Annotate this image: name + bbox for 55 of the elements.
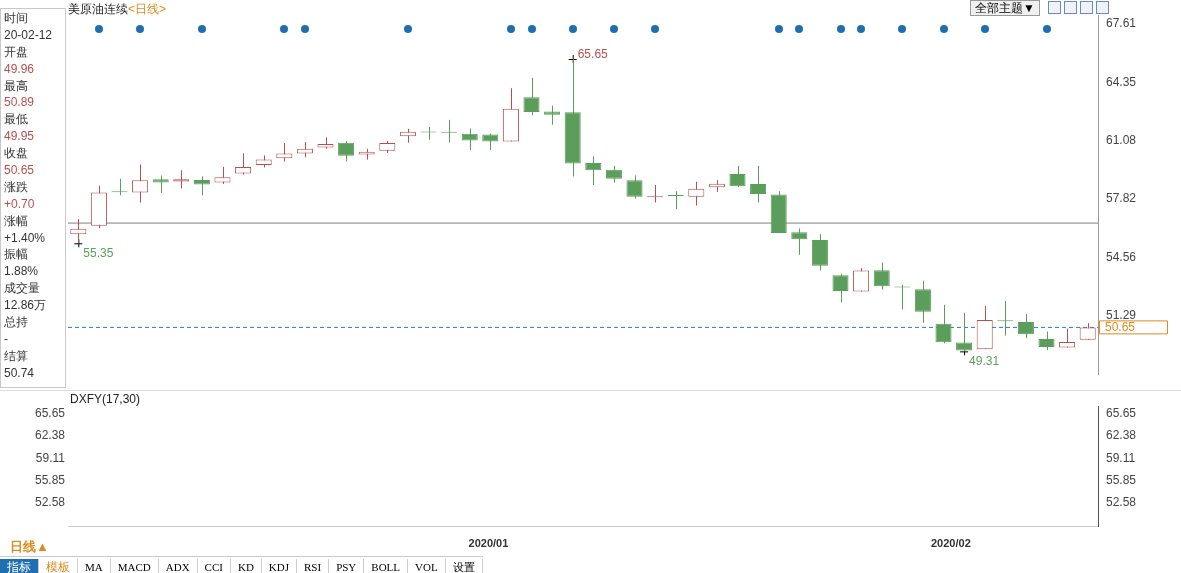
annotation: 49.31: [969, 353, 1000, 368]
y-tick-label: 64.35: [1106, 74, 1137, 89]
chart-subtitle: <日线>: [128, 2, 167, 16]
text: 日线▲: [10, 538, 49, 556]
y-tick-label: 59.11: [35, 450, 66, 465]
text: 成交量: [4, 280, 41, 298]
text: ADX: [158, 559, 198, 573]
text: 49.96: [4, 60, 36, 78]
y-tick-label: 61.08: [1106, 133, 1137, 148]
y-tick-label: 57.82: [1106, 191, 1137, 206]
annotation: 55.35: [83, 245, 114, 260]
text: KD: [230, 559, 262, 573]
text: 模板: [39, 559, 78, 573]
annotation: 65.65: [577, 47, 609, 62]
text: 50.89: [4, 94, 36, 112]
text: RSI: [297, 559, 330, 573]
text: 收盘: [4, 145, 29, 163]
y-tick-label: 62.38: [34, 428, 66, 443]
text: 49.95: [4, 128, 36, 146]
chart-title: 美原油连续: [68, 2, 128, 16]
text: MACD: [110, 559, 159, 573]
chart-title: DXFY(17,30): [70, 392, 141, 406]
x-tick-label: 2020/01: [468, 537, 509, 550]
y-tick-label: 67.61: [1106, 16, 1137, 31]
text: 50.65: [4, 162, 36, 179]
text: BOLL: [364, 559, 409, 573]
text: 总持: [4, 314, 29, 331]
text: 50.74: [4, 364, 36, 382]
y-tick-label: 65.65: [34, 406, 66, 421]
text: KDJ: [261, 559, 297, 573]
text: 时间: [4, 10, 29, 27]
text: +1.40%: [4, 229, 47, 247]
y-tick-label: 55.85: [34, 472, 66, 487]
text: MA: [78, 559, 111, 573]
text: 最低: [4, 111, 29, 129]
text: 振幅: [4, 246, 29, 264]
text: 涨跌: [4, 178, 29, 196]
annotation: 全部主题▼: [970, 0, 1040, 16]
text: 指标: [0, 559, 39, 573]
text: 1.88%: [4, 263, 40, 281]
text: +0.70: [4, 195, 36, 213]
text: 涨幅: [4, 212, 29, 230]
x-tick-label: 2020/02: [930, 537, 971, 550]
y-tick-label: 52.58: [34, 494, 66, 509]
text: 开盘: [4, 43, 29, 61]
y-tick-label: 54.56: [1106, 249, 1137, 264]
text: 设置: [445, 559, 483, 573]
text: VOL: [408, 559, 446, 573]
text: -: [4, 330, 9, 348]
text: CCI: [197, 559, 231, 573]
text: 结算: [4, 347, 29, 365]
text: 最高: [4, 77, 29, 95]
text: 20-02-12: [4, 26, 54, 44]
text: 12.86万: [4, 297, 48, 315]
text: PSY: [329, 559, 365, 573]
